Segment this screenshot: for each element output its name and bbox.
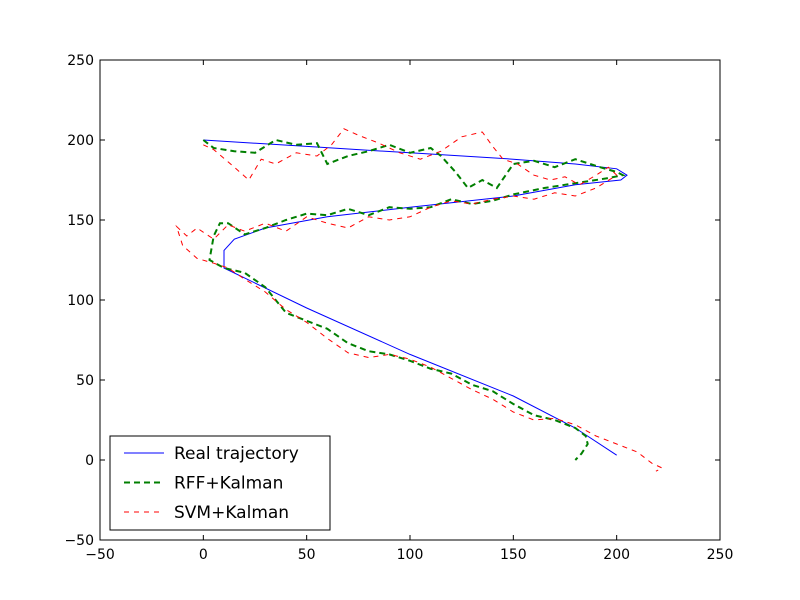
legend-label: RFF+Kalman — [174, 474, 283, 494]
y-tick-label: −50 — [64, 533, 94, 549]
legend-label: Real trajectory — [174, 444, 299, 464]
x-tick-label: −50 — [85, 547, 115, 563]
x-tick-label: 0 — [199, 547, 208, 563]
y-tick-label: 100 — [67, 293, 94, 309]
series-line-rff-kalman — [202, 138, 626, 461]
legend: Real trajectory RFF+Kalman SVM+Kalman — [109, 435, 331, 531]
y-tick-label: 150 — [67, 213, 94, 229]
axis-ticks: −50 0 50 100 150 200 250 −50 0 50 100 150 200 250 — [64, 53, 733, 563]
legend-label: SVM+Kalman — [174, 503, 289, 523]
y-tick-label: 50 — [76, 373, 94, 389]
y-tick-label: 0 — [85, 453, 94, 469]
y-tick-label: 250 — [67, 53, 94, 69]
plot-area — [175, 128, 664, 472]
x-tick-label: 200 — [603, 547, 630, 563]
x-tick-label: 100 — [397, 547, 424, 563]
y-tick-label: 200 — [67, 133, 94, 149]
x-tick-label: 150 — [500, 547, 527, 563]
x-tick-label: 50 — [298, 547, 316, 563]
series-line-svm-kalman — [175, 128, 664, 472]
x-tick-label: 250 — [707, 547, 734, 563]
